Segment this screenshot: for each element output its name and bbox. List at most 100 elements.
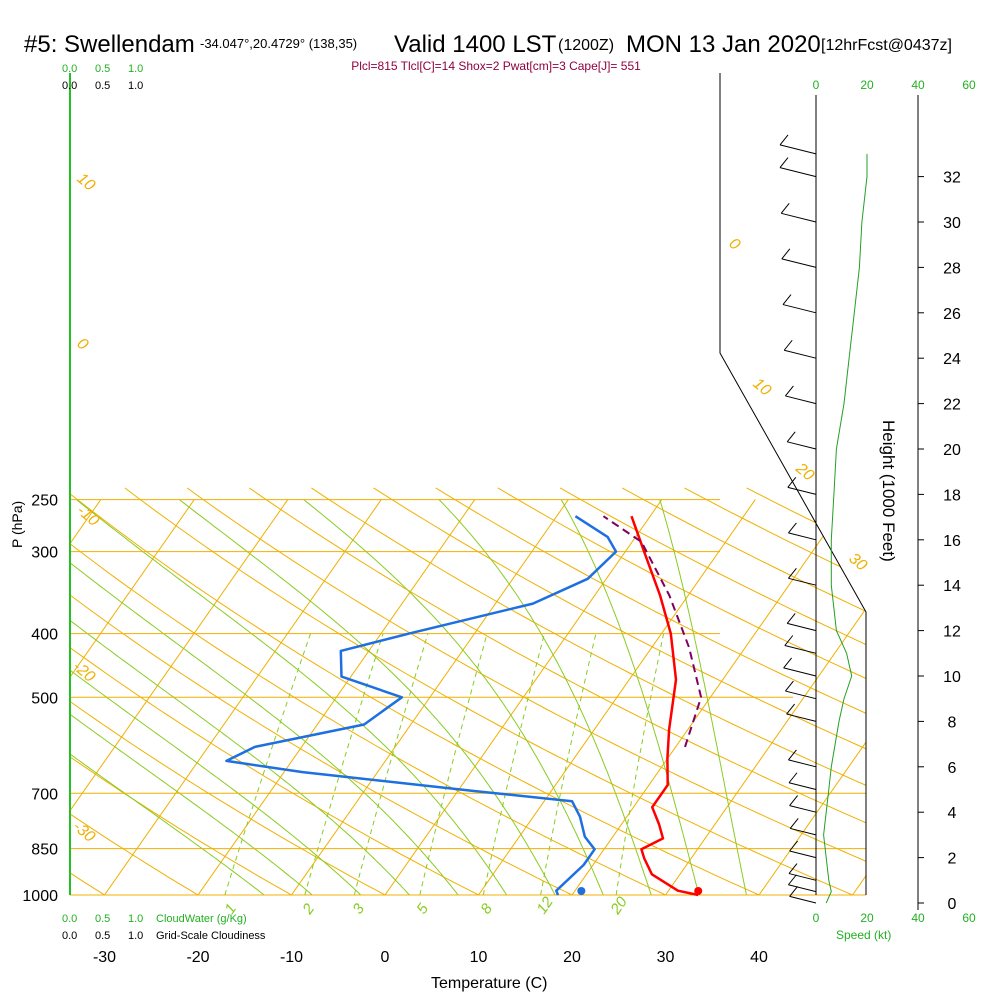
temperature-tick-label: 20: [563, 949, 581, 966]
mixing-ratio-line: [419, 633, 488, 895]
moist-adiabats: [70, 499, 750, 895]
moist-adiabat-line: [438, 499, 657, 895]
wind-barb-flag: [786, 703, 795, 715]
wind-barb-flag: [789, 840, 798, 852]
cloud-water-label: CloudWater (g/Kg): [156, 913, 247, 925]
moist-adiabat-line: [70, 499, 329, 895]
dry-adiabat-line: [248, 487, 866, 895]
wind-barb: [789, 850, 817, 859]
surface-dew-point-marker: [577, 887, 586, 895]
temperature-axis-ticks: -30 -20 -10 0 10 20 30 40: [93, 949, 768, 966]
stability-indices: Plcl=815 Tlcl[C]=14 Shox=2 Pwat[cm]=3 Ca…: [351, 59, 641, 73]
dry-adiabat-line: [373, 487, 866, 895]
temperature-tick-label: -10: [280, 949, 303, 966]
height-tick-label: 4: [948, 805, 957, 822]
surface-temperature-marker: [694, 887, 703, 895]
dry-adiabat-line: [497, 487, 866, 895]
dry-adiabats: [0, 487, 866, 909]
moist-adiabat-line: [76, 499, 516, 895]
forecast-run: [12hrFcst@0437z]: [821, 37, 952, 54]
wind-barb-flag: [785, 385, 794, 397]
dry-adiabat-line: [70, 487, 696, 895]
height-tick-label: 14: [943, 578, 961, 595]
height-tick-label: 10: [943, 669, 961, 686]
mixing-ratio-label: 3: [349, 900, 368, 917]
wind-barb: [789, 895, 817, 904]
temperature-tick-label: 0: [381, 949, 390, 966]
wind-barb-flag: [787, 477, 797, 488]
wind-panel-border: [719, 73, 867, 895]
svg-text:0.5: 0.5: [95, 80, 110, 92]
height-tick-label: 24: [943, 351, 961, 368]
mixing-ratio-labels: 1 2 3 5 8 12 20: [221, 893, 631, 918]
cloud-scale-bottom-green: 0.0 0.5 1.0 CloudWater (g/Kg): [62, 913, 247, 925]
wind-barb-flag: [783, 657, 792, 669]
temperature-tick-label: -20: [186, 949, 209, 966]
wind-barb-flag: [788, 874, 797, 886]
mixing-ratio-lines: [224, 633, 665, 895]
wind-barb: [783, 667, 817, 677]
wind-barb: [782, 304, 817, 314]
svg-text:1.0: 1.0: [128, 930, 143, 942]
wind-barb-flag: [784, 635, 794, 646]
station-location: -34.047°,20.4729° (138,35): [200, 36, 357, 51]
forecast-date: MON 13 Jan 2020: [626, 31, 821, 58]
height-tick-label: 12: [943, 624, 961, 641]
dry-adiabat-line: [186, 487, 866, 895]
pressure-tick-label: 300: [31, 545, 58, 562]
height-tick-label: 32: [943, 170, 961, 187]
mixing-ratio-label: 5: [413, 900, 432, 917]
dry-adiabat-line: [0, 488, 32, 909]
dry-adiabat-line: [746, 487, 866, 895]
cloudiness-label: Grid-Scale Cloudiness: [156, 930, 266, 942]
pressure-tick-label: 1000: [22, 888, 58, 905]
wind-speed-line: [823, 153, 868, 904]
wind-barb: [788, 759, 817, 768]
wind-barb: [781, 212, 817, 223]
wind-barb: [781, 258, 817, 268]
svg-text:0.0: 0.0: [62, 930, 77, 942]
pressure-tick-label: 250: [31, 493, 58, 510]
height-tick-label: 0: [948, 896, 957, 913]
isotherm-line: [70, 499, 195, 895]
wind-barb: [788, 884, 817, 893]
temperature-line: [630, 515, 699, 897]
pressure-tick-label: 850: [31, 842, 58, 859]
pressure-axis-ticks: 250 300 400 500 700 850 1000: [22, 493, 58, 905]
wind-barb: [787, 441, 817, 450]
wind-barb-flag: [780, 202, 790, 214]
height-tick-label: 22: [943, 397, 961, 414]
svg-text:0.0: 0.0: [62, 63, 77, 75]
wind-speed-profile: [823, 153, 868, 904]
sounding-profiles: [225, 515, 703, 897]
cloud-scale-top-green: 0.0 0.5 1.0: [62, 63, 143, 75]
mixing-ratio-label: 12: [533, 893, 557, 917]
temperature-tick-label: 30: [657, 949, 675, 966]
dry-adiabat-label: -20: [69, 658, 98, 686]
dry-adiabat-line: [70, 487, 791, 895]
pressure-tick-label: 700: [31, 786, 58, 803]
dry-adiabat-label: 10: [749, 375, 774, 400]
wind-barb: [788, 873, 817, 881]
height-tick-label: 16: [943, 533, 961, 550]
dry-adiabat-line: [124, 487, 866, 895]
wind-barb: [784, 645, 817, 654]
wind-barb: [788, 782, 817, 790]
temperature-tick-label: 10: [470, 949, 488, 966]
dry-adiabat-line: [70, 487, 222, 895]
dry-adiabat-label: -10: [73, 502, 102, 530]
wind-barb: [785, 690, 817, 700]
parcel-line: [602, 515, 703, 748]
svg-text:0.5: 0.5: [95, 63, 110, 75]
mixing-ratio-line: [224, 633, 311, 895]
wind-barb-flag: [789, 886, 798, 897]
wind-barb: [788, 577, 817, 586]
dry-adiabat-label: 10: [73, 170, 98, 195]
moist-adiabat-line: [70, 499, 283, 895]
svg-text:0.5: 0.5: [95, 913, 110, 925]
wind-barb-flag: [789, 795, 798, 806]
pressure-tick-label: 400: [31, 627, 58, 644]
mixing-ratio-line: [540, 633, 597, 895]
wind-barb: [786, 713, 817, 722]
dry-adiabat-line: [70, 487, 412, 895]
